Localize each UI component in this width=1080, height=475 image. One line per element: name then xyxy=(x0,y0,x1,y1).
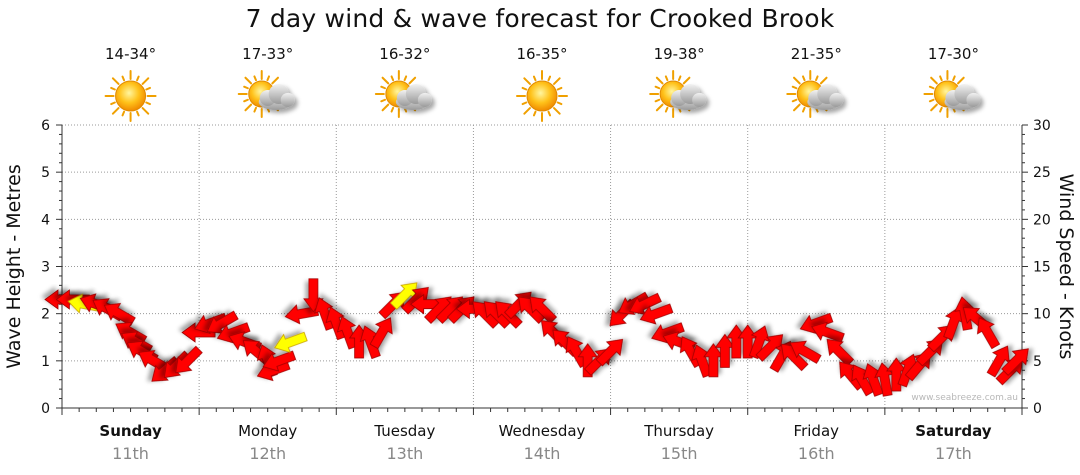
day-name-label: Wednesday xyxy=(499,422,586,440)
sun-icon xyxy=(516,70,568,122)
y2-tick-label: 5 xyxy=(1033,354,1042,370)
day-date-label: 17th xyxy=(935,444,972,463)
day-name-label: Thursday xyxy=(643,422,714,440)
wind-arrow xyxy=(639,303,674,325)
wind-arrow xyxy=(886,357,907,392)
day-name-label: Tuesday xyxy=(373,422,435,440)
wind-arrow xyxy=(529,296,558,324)
watermark: www.seabreeze.com.au xyxy=(911,393,1018,403)
y2-tick-label: 0 xyxy=(1033,401,1042,417)
chart-labels: 0 1 2 3 4 5 6 0 5 10 15 20 25 30 Wave Height - Metres W… xyxy=(3,45,1077,463)
day-date-label: 13th xyxy=(386,444,423,463)
day-name-label: Monday xyxy=(238,422,297,440)
wind-arrow xyxy=(175,345,203,374)
y-tick-label: 6 xyxy=(41,118,50,134)
y2-tick-label: 30 xyxy=(1033,118,1051,134)
y-tick-label: 3 xyxy=(41,260,50,276)
sun-cloud-icon xyxy=(786,70,844,118)
y-axis-title: Wave Height - Metres xyxy=(3,164,25,368)
wind-arrow xyxy=(755,334,784,362)
wind-arrow xyxy=(595,338,624,367)
day-name-label: Sunday xyxy=(99,422,162,440)
sun-icon xyxy=(104,70,157,122)
day-name-label: Friday xyxy=(794,422,840,440)
y-tick-label: 4 xyxy=(41,212,50,228)
day-name-label: Saturday xyxy=(915,422,992,440)
sun-cloud-icon xyxy=(374,70,432,118)
day-date-label: 14th xyxy=(524,444,561,463)
y2-tick-label: 15 xyxy=(1033,260,1051,276)
wind-arrow xyxy=(976,317,1001,350)
day-temp-label: 16-32° xyxy=(379,45,430,63)
wind-arrow xyxy=(206,310,239,334)
y-tick-label: 5 xyxy=(41,165,50,181)
wind-arrow xyxy=(103,302,136,327)
y-tick-label: 1 xyxy=(41,354,50,370)
day-temp-label: 21-35° xyxy=(791,45,842,63)
y2-tick-label: 10 xyxy=(1033,307,1051,323)
wind-arrow xyxy=(986,345,1010,378)
sun-cloud-icon xyxy=(237,70,295,118)
y-tick-label: 0 xyxy=(41,401,50,417)
wind-arrow xyxy=(1001,348,1029,376)
chart-axes xyxy=(56,124,1028,415)
wind-arrow xyxy=(780,343,809,372)
day-date-label: 16th xyxy=(798,444,835,463)
day-date-label: 12th xyxy=(249,444,286,463)
sun-cloud-icon xyxy=(923,70,981,118)
wind-arrow xyxy=(826,338,855,367)
wind-arrow xyxy=(703,343,724,378)
sun-cloud-icon xyxy=(649,70,707,118)
day-temp-label: 17-30° xyxy=(928,45,979,63)
wind-arrow xyxy=(628,292,662,316)
grid-lines xyxy=(62,124,1022,408)
y2-tick-label: 25 xyxy=(1033,165,1051,181)
wind-arrow-highlight xyxy=(273,331,308,353)
chart-title: 7 day wind & wave forecast for Crooked B… xyxy=(245,4,835,33)
wind-arrow xyxy=(714,333,736,368)
weather-icons xyxy=(104,70,981,122)
wind-arrow xyxy=(811,321,845,343)
day-date-label: 11th xyxy=(112,444,149,463)
day-temp-label: 16-35° xyxy=(516,45,567,63)
wind-arrow xyxy=(369,317,393,350)
y-tick-label: 2 xyxy=(41,307,50,323)
day-temp-label: 14-34° xyxy=(105,45,156,63)
wind-arrow xyxy=(726,324,747,359)
y2-tick-label: 20 xyxy=(1033,212,1051,228)
wind-arrow-series xyxy=(44,278,1029,397)
wind-arrow xyxy=(359,325,381,360)
wind-arrow xyxy=(954,296,975,331)
day-temp-label: 17-33° xyxy=(242,45,293,63)
wind-arrow xyxy=(789,340,822,364)
y2-axis-title: Wind Speed - Knots xyxy=(1055,174,1077,360)
day-date-label: 15th xyxy=(661,444,698,463)
day-temp-label: 19-38° xyxy=(654,45,705,63)
